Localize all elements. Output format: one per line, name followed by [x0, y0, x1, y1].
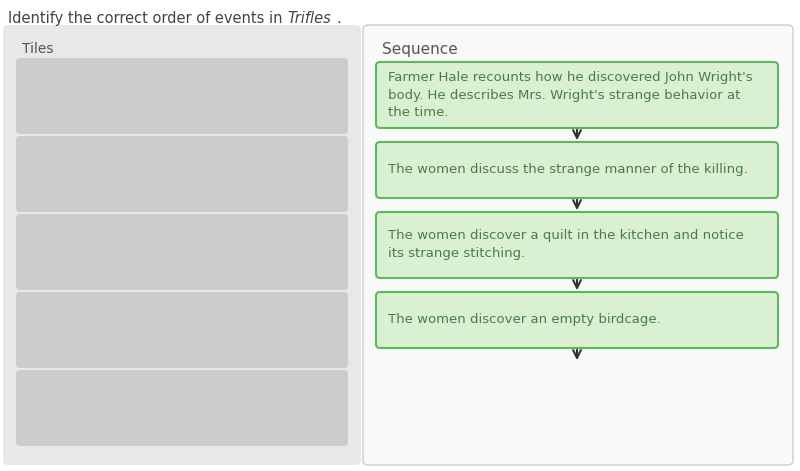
Text: Identify the correct order of events in: Identify the correct order of events in [8, 11, 287, 26]
Text: The women discuss the strange manner of the killing.: The women discuss the strange manner of … [388, 163, 748, 177]
FancyBboxPatch shape [16, 292, 348, 368]
FancyBboxPatch shape [16, 136, 348, 212]
FancyBboxPatch shape [16, 58, 348, 134]
FancyBboxPatch shape [376, 212, 778, 278]
Text: Farmer Hale recounts how he discovered John Wright's
body. He describes Mrs. Wri: Farmer Hale recounts how he discovered J… [388, 71, 753, 120]
FancyBboxPatch shape [376, 142, 778, 198]
FancyBboxPatch shape [376, 62, 778, 128]
Text: Sequence: Sequence [382, 42, 458, 57]
FancyBboxPatch shape [16, 370, 348, 446]
FancyBboxPatch shape [16, 214, 348, 290]
Text: Tiles: Tiles [22, 42, 54, 56]
FancyBboxPatch shape [376, 292, 778, 348]
Text: Trifles: Trifles [287, 11, 331, 26]
Text: The women discover a quilt in the kitchen and notice
its strange stitching.: The women discover a quilt in the kitche… [388, 229, 744, 260]
Text: The women discover an empty birdcage.: The women discover an empty birdcage. [388, 314, 661, 326]
FancyBboxPatch shape [3, 25, 361, 465]
FancyBboxPatch shape [363, 25, 793, 465]
Text: .: . [336, 11, 341, 26]
